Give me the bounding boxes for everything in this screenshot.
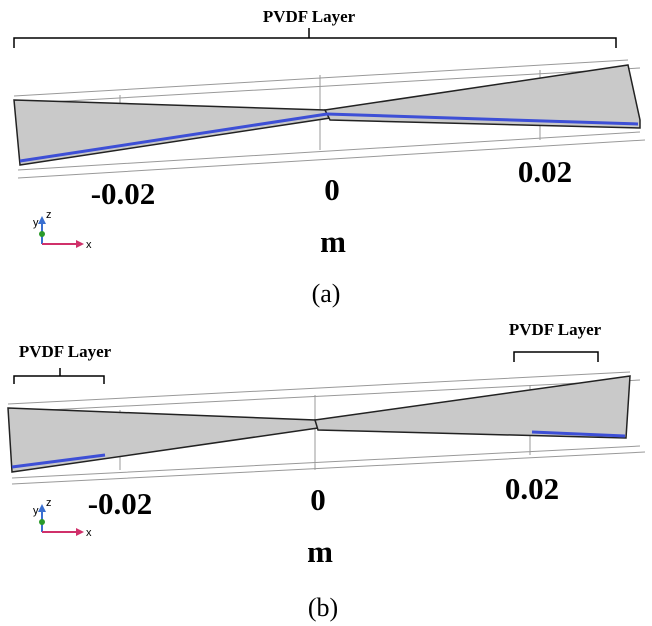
axis-label: y bbox=[33, 505, 39, 517]
tick-label: 0.02 bbox=[505, 471, 559, 506]
caption: (b) bbox=[308, 593, 338, 622]
axis-triad: z y x bbox=[33, 209, 92, 251]
figure: PVDF Layer -0.02 0 0.02 m (a) z y x PVDF… bbox=[0, 0, 652, 626]
layer-label: PVDF Layer bbox=[509, 320, 602, 339]
panel-a: PVDF Layer -0.02 0 0.02 m (a) z y x bbox=[14, 7, 645, 308]
layer-label: PVDF Layer bbox=[19, 342, 112, 361]
unit-label: m bbox=[320, 224, 346, 259]
layer-label: PVDF Layer bbox=[263, 7, 356, 26]
axis-label: x bbox=[86, 527, 92, 539]
axis-label: x bbox=[86, 239, 92, 251]
axis-triad: z y x bbox=[33, 497, 92, 539]
tick-label: 0 bbox=[310, 482, 326, 517]
axis-label: y bbox=[33, 217, 39, 229]
bracket bbox=[514, 352, 598, 362]
axis-label: z bbox=[46, 497, 52, 509]
unit-label: m bbox=[307, 534, 333, 569]
bracket bbox=[14, 368, 104, 384]
tick-label: -0.02 bbox=[91, 176, 156, 211]
tick-label: 0.02 bbox=[518, 154, 572, 189]
caption: (a) bbox=[312, 279, 341, 308]
tick-label: 0 bbox=[324, 172, 340, 207]
axis-label: z bbox=[46, 209, 52, 221]
tick-label: -0.02 bbox=[88, 486, 153, 521]
panel-b: PVDF Layer PVDF Layer -0.02 0 0.02 m (b)… bbox=[8, 320, 645, 622]
bracket bbox=[14, 28, 616, 48]
